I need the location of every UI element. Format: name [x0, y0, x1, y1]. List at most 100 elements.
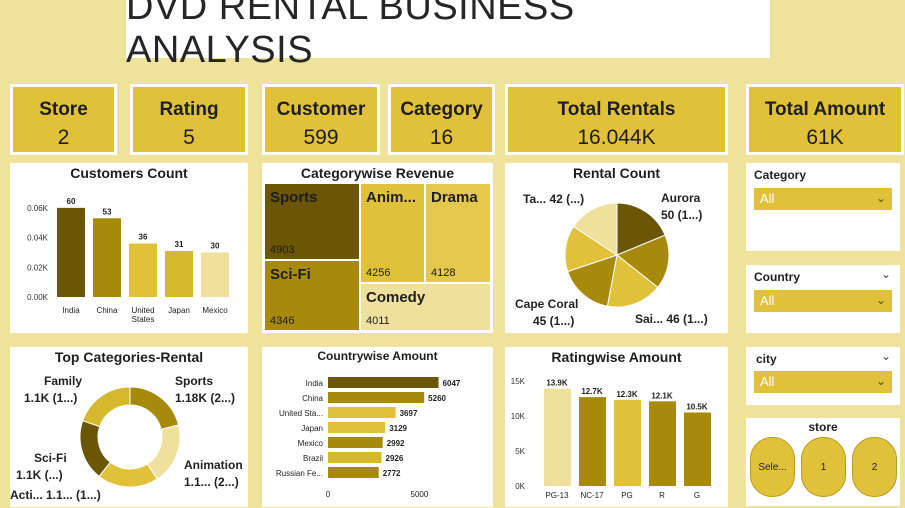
y-tick-label: United Sta...	[279, 409, 323, 418]
pie-slice	[606, 254, 659, 308]
kpi-value: 5	[183, 126, 195, 149]
category-dropdown-value: All	[760, 191, 775, 206]
country-dropdown[interactable]: All ⌄	[754, 290, 892, 312]
bar	[328, 377, 439, 388]
y-tick-label: India	[306, 379, 324, 388]
kpi-store[interactable]: Store 2	[10, 84, 117, 155]
donut-label: Family	[44, 374, 82, 388]
categorywise-revenue-panel[interactable]: Categorywise Revenue Sports 4903 Anim...…	[262, 163, 493, 333]
pie-slice	[616, 234, 670, 289]
donut-value-label: 1.1K (1...)	[24, 391, 77, 405]
kpi-value: 16	[429, 126, 454, 149]
kpi-label: Total Rentals	[557, 99, 676, 120]
pie-value-label: 50 (1...)	[661, 208, 702, 222]
store-button-label: Sele...	[758, 461, 787, 473]
bar	[649, 401, 676, 486]
bar	[544, 388, 571, 486]
donut-label: Acti... 1.1... (1...)	[10, 488, 101, 502]
x-tick-label: Mexico	[202, 306, 228, 315]
category-dropdown[interactable]: All ⌄	[754, 188, 892, 210]
ratingwise-amount-title: Ratingwise Amount	[551, 349, 682, 365]
category-slicer-label: Category	[754, 168, 807, 182]
bar	[684, 412, 711, 486]
dashboard-title-text: DVD RENTAL BUSINESS ANALYSIS	[126, 0, 575, 71]
data-label: 2926	[386, 454, 404, 463]
kpi-rating[interactable]: Rating 5	[130, 84, 248, 155]
chevron-down-icon[interactable]: ⌄	[880, 267, 891, 281]
y-tick-label: 0.06K	[27, 204, 49, 213]
x-tick-label: States	[132, 315, 155, 324]
categorywise-revenue-title: Categorywise Revenue	[300, 165, 455, 181]
store-button-select[interactable]: Sele...	[750, 437, 795, 497]
bar	[93, 218, 121, 297]
kpi-total-amount[interactable]: Total Amount 61K	[746, 84, 904, 155]
x-tick-label: PG	[621, 491, 633, 500]
data-label: 53	[103, 207, 112, 216]
data-label: 12.7K	[581, 387, 603, 396]
treemap-cell-drama[interactable]: Drama 4128	[425, 183, 491, 283]
bar	[328, 392, 425, 403]
data-label: 2772	[383, 469, 401, 478]
x-tick-label: India	[62, 306, 80, 315]
countrywise-amount-panel[interactable]: Countrywise Amount India 6047 China 5260 Uni…	[262, 347, 493, 507]
dashboard-title: DVD RENTAL BUSINESS ANALYSIS	[126, 0, 770, 71]
country-slicer[interactable]: Country ⌄ All ⌄	[746, 265, 900, 333]
treemap-cell-comedy[interactable]: Comedy 4011	[360, 283, 491, 331]
y-tick-label: Japan	[301, 424, 323, 433]
bar	[328, 437, 383, 448]
data-label: 5260	[428, 394, 446, 403]
treemap-cell-scifi[interactable]: Sci-Fi 4346	[264, 260, 360, 331]
kpi-category[interactable]: Category 16	[388, 84, 495, 155]
treemap-cell-animation[interactable]: Anim... 4256	[360, 183, 425, 283]
city-dropdown[interactable]: All ⌄	[754, 371, 892, 393]
treemap-value: 4011	[366, 315, 390, 327]
treemap-value: 4256	[366, 267, 391, 279]
y-tick-label: 0.04K	[27, 234, 49, 243]
y-tick-label: Brazil	[303, 454, 323, 463]
treemap-cell-sports[interactable]: Sports 4903	[264, 183, 360, 260]
data-label: 13.9K	[546, 379, 568, 388]
city-slicer[interactable]: city ⌄ All ⌄	[746, 347, 900, 405]
pie-label: Aurora	[661, 191, 701, 205]
treemap-label: Sports	[270, 189, 318, 206]
category-slicer[interactable]: Category All ⌄	[746, 163, 900, 251]
donut-value-label: 1.1... (2...)	[184, 475, 239, 489]
chevron-down-icon[interactable]: ⌄	[880, 349, 891, 363]
x-tick-label: United	[131, 306, 154, 315]
bar	[579, 397, 606, 486]
y-tick-label: 0K	[515, 482, 525, 491]
top-categories-panel[interactable]: Top Categories-Rental Sports 1.18K (2...)…	[10, 347, 248, 507]
y-tick-label: 15K	[511, 377, 526, 386]
top-categories-title: Top Categories-Rental	[54, 349, 204, 365]
x-tick-label: 0	[326, 490, 331, 499]
donut-value-label: 1.18K (2...)	[175, 391, 235, 405]
treemap-label: Anim...	[366, 189, 417, 206]
data-label: 6047	[443, 379, 461, 388]
y-tick-label: Russian Fe...	[276, 469, 323, 478]
data-label: 60	[67, 197, 76, 206]
y-tick-label: Mexico	[298, 439, 324, 448]
kpi-customer[interactable]: Customer 599	[262, 84, 380, 155]
store-button-1[interactable]: 1	[801, 437, 846, 497]
x-tick-label: 5000	[411, 490, 429, 499]
countrywise-amount-chart: India 6047 China 5260 United Sta... 3697 Japan…	[276, 377, 461, 499]
customers-count-panel[interactable]: Customers Count 0.00K 0.02K 0.04K 0.06K 60 In…	[10, 163, 248, 333]
kpi-value: 2	[57, 126, 70, 149]
pie-label: Ta... 42 (...)	[523, 192, 584, 206]
treemap-value: 4128	[431, 267, 456, 279]
store-button-2[interactable]: 2	[852, 437, 897, 497]
bar	[165, 250, 193, 297]
x-tick-label: G	[694, 491, 700, 500]
city-slicer-label: city	[756, 352, 777, 366]
bar	[328, 467, 379, 478]
chevron-down-icon: ⌄	[875, 374, 886, 388]
kpi-label: Category	[400, 99, 483, 120]
kpi-total-rentals[interactable]: Total Rentals 16.044K	[505, 84, 728, 155]
ratingwise-amount-panel[interactable]: Ratingwise Amount 0K 5K 10K 15K 13.9K PG-13 12…	[505, 347, 728, 507]
rental-count-panel[interactable]: Rental Count Aurora 50 (1...) Sai... 46 (1…	[505, 163, 728, 333]
data-label: 31	[175, 240, 184, 249]
x-tick-label: Japan	[168, 306, 190, 315]
kpi-label: Rating	[159, 99, 219, 120]
bar	[201, 252, 229, 297]
kpi-value: 599	[303, 126, 339, 149]
